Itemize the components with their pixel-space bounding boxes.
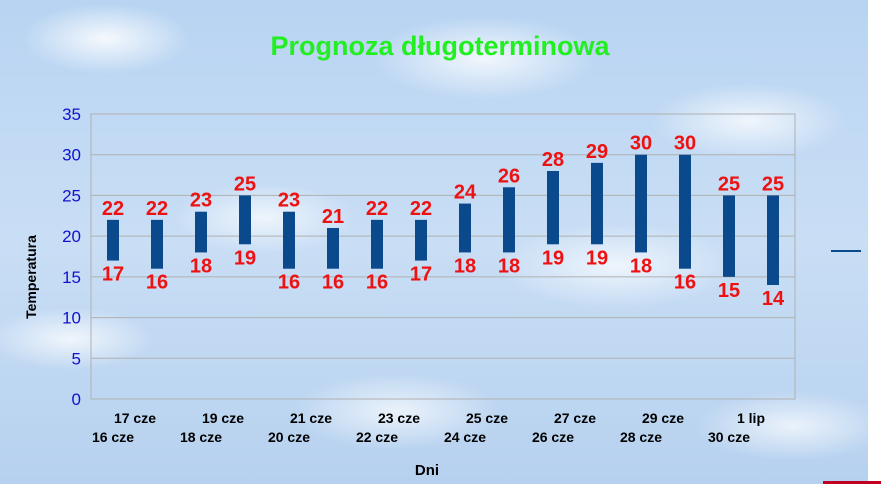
data-label-high: 23 [278, 190, 300, 212]
x-tick-label: 1 lip [737, 410, 765, 426]
y-tick-label: 20 [62, 227, 81, 246]
x-tick-label: 29 cze [642, 410, 684, 426]
data-label-high: 30 [630, 133, 652, 155]
range-bar [503, 187, 515, 253]
range-bar [635, 154, 647, 253]
x-tick-label: 24 cze [444, 429, 486, 445]
data-label-high: 22 [410, 198, 432, 220]
data-label-high: 25 [718, 173, 740, 195]
x-tick-label: 18 cze [180, 429, 222, 445]
bars [107, 154, 779, 285]
data-label-low: 19 [586, 247, 608, 269]
data-label-high: 22 [146, 198, 168, 220]
data-label-low: 18 [454, 255, 476, 277]
plot-area [90, 113, 796, 400]
range-bar [767, 195, 779, 285]
y-tick-label: 0 [72, 390, 81, 409]
data-label-high: 23 [190, 190, 212, 212]
data-label-low: 17 [410, 264, 432, 286]
data-labels: 22 17 22 16 23 18 25 19 23 16 21 16 22 16 22 17 24 18 26 18… [102, 133, 785, 310]
data-label-low: 18 [190, 255, 212, 277]
data-label-high: 28 [542, 149, 564, 171]
y-tick-label: 25 [62, 186, 81, 205]
range-bar [327, 228, 339, 269]
range-bar [459, 203, 471, 253]
x-tick-label: 22 cze [356, 429, 398, 445]
x-tick-label: 27 cze [554, 410, 596, 426]
x-tick-label: 25 cze [466, 410, 508, 426]
data-label-high: 30 [674, 133, 696, 155]
grid-lines [91, 154, 795, 359]
chart-title: Prognoza długoterminowa [270, 31, 610, 61]
x-tick-label: 26 cze [532, 429, 574, 445]
y-tick-label: 30 [62, 146, 81, 165]
data-label-low: 19 [234, 247, 256, 269]
data-label-low: 15 [718, 280, 740, 302]
data-label-low: 16 [278, 272, 300, 294]
y-tick-label: 15 [62, 268, 81, 287]
data-label-low: 16 [674, 272, 696, 294]
bottom-accent [823, 481, 881, 484]
right-edge-strip [868, 0, 881, 484]
data-label-high: 25 [762, 173, 784, 195]
x-tick-label: 19 cze [202, 410, 244, 426]
data-label-low: 16 [322, 272, 344, 294]
x-tick-label: 23 cze [378, 410, 420, 426]
data-label-high: 22 [102, 198, 124, 220]
range-bar [547, 171, 559, 245]
data-label-low: 17 [102, 264, 124, 286]
x-tick-label: 28 cze [620, 429, 662, 445]
data-label-high: 25 [234, 173, 256, 195]
data-label-low: 14 [762, 288, 785, 310]
data-label-high: 24 [454, 182, 477, 204]
x-axis-ticks: 16 cze 17 cze 18 cze 19 cze 20 cze 21 cze 22 c… [92, 410, 765, 445]
range-bar [239, 195, 251, 245]
y-tick-label: 10 [62, 309, 81, 328]
data-label-low: 16 [146, 272, 168, 294]
x-tick-label: 21 cze [290, 410, 332, 426]
y-tick-label: 5 [72, 349, 81, 368]
x-axis-label: Dni [415, 462, 439, 479]
y-tick-label: 35 [62, 105, 81, 124]
data-label-low: 16 [366, 272, 388, 294]
range-bar [107, 219, 119, 261]
range-bar [591, 162, 603, 245]
range-bar [723, 195, 735, 277]
x-tick-label: 20 cze [268, 429, 310, 445]
x-tick-label: 30 cze [708, 429, 750, 445]
data-label-high: 21 [322, 206, 344, 228]
data-label-low: 18 [630, 255, 652, 277]
range-bar [151, 219, 163, 269]
x-tick-label: 16 cze [92, 429, 134, 445]
range-bar [415, 219, 427, 261]
data-label-high: 22 [366, 198, 388, 220]
data-label-low: 18 [498, 255, 520, 277]
data-label-high: 26 [498, 165, 520, 187]
range-bar [195, 211, 207, 253]
data-label-low: 19 [542, 247, 564, 269]
range-bar [283, 211, 295, 269]
range-bar [679, 154, 691, 269]
x-tick-label: 17 cze [114, 410, 156, 426]
y-axis-label: Temperatura [23, 235, 39, 319]
range-bar [371, 219, 383, 269]
data-label-high: 29 [586, 141, 608, 163]
y-axis-ticks: 0 5 10 15 20 25 30 35 [62, 105, 81, 409]
